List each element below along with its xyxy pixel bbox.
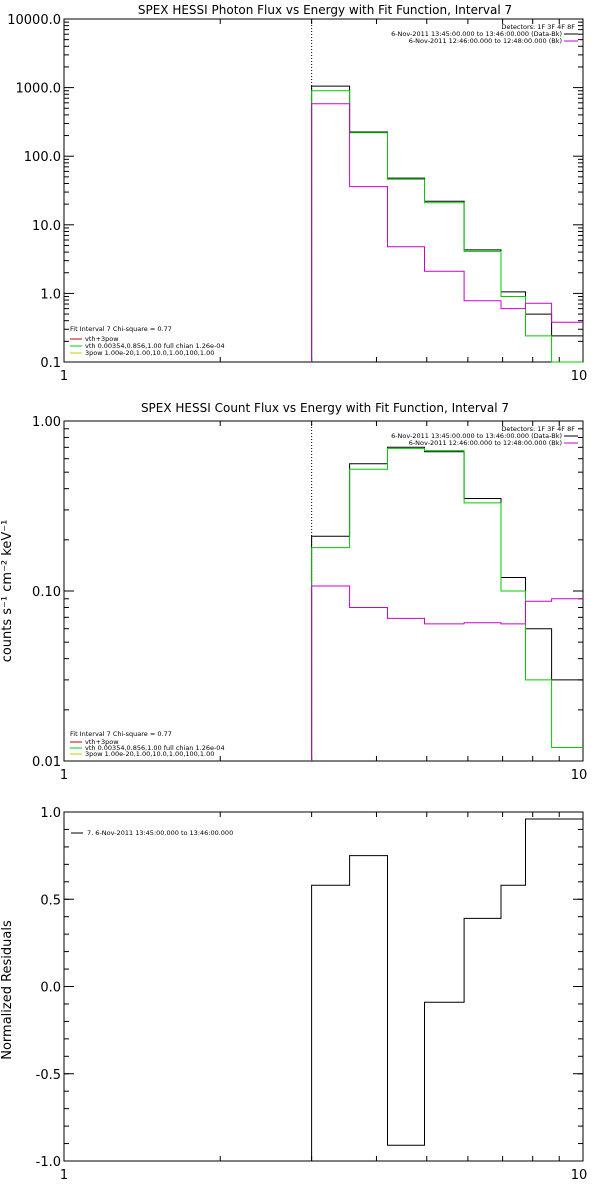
legend-entry: vth 0.00354,0.856,1.00 full chian 1.26e-…: [85, 342, 225, 350]
plot-frame: [63, 18, 584, 363]
chart-title: SPEX HESSI Photon Flux vs Energy with Fi…: [138, 3, 512, 17]
plot-frame: [63, 811, 584, 1162]
y-axis-label: counts s⁻¹ cm⁻² keV⁻¹: [0, 520, 15, 663]
legend-bottom-left: Fit Interval 7 Chi-square = 0.77 vth+3po…: [70, 325, 225, 357]
legend-entry: 7. 6-Nov-2011 13:45:00.000 to 13:46:00.0…: [87, 829, 233, 837]
photon-flux-chart: SPEX HESSI Photon Flux vs Energy with Fi…: [7, 3, 587, 384]
series-line: [311, 818, 583, 1161]
x-tick-label: 1: [60, 369, 68, 384]
series-line: [311, 585, 583, 761]
legend-entry: 6-Nov-2011 12:46:00.000 to 12:48:00.000 …: [409, 439, 562, 447]
chart-title: SPEX HESSI Count Flux vs Energy with Fit…: [141, 401, 509, 415]
legend-bottom-left: Fit Interval 7 Chi-square = 0.77 vth+3po…: [70, 730, 225, 758]
legend-header: Detectors: 1F 3F 4F 8F: [501, 425, 575, 433]
legend-entry: 3pow 1.00e-20,1.00,10.0,1.00,100,1.00: [85, 750, 214, 758]
legend-top-right: Detectors: 1F 3F 4F 8F 6-Nov-2011 13:45:…: [391, 23, 578, 45]
legend-header: Fit Interval 7 Chi-square = 0.77: [70, 730, 172, 738]
y-tick-label: 0.0: [40, 981, 61, 996]
series-line: [311, 103, 583, 362]
legend-entry: 6-Nov-2011 13:45:00.000 to 13:46:00.000 …: [391, 30, 562, 38]
y-tick-label: 1.0: [40, 287, 61, 302]
legend-entry: 3pow 1.00e-20,1.00,10.0,1.00,100,1.00: [85, 349, 214, 357]
y-tick-label: 1000.0: [16, 82, 62, 97]
count-flux-chart: SPEX HESSI Count Flux vs Energy with Fit…: [0, 401, 587, 783]
x-tick-label: 1: [60, 768, 68, 783]
y-tick-label: -1.0: [36, 1155, 61, 1170]
legend-entry: 6-Nov-2011 12:46:00.000 to 12:48:00.000 …: [409, 37, 562, 45]
legend-top-right: Detectors: 1F 3F 4F 8F 6-Nov-2011 13:45:…: [391, 425, 578, 447]
y-tick-label: -0.5: [36, 1068, 61, 1083]
y-tick-label: 1.00: [32, 415, 61, 430]
y-tick-label: 0.1: [40, 356, 61, 371]
legend-header: Detectors: 1F 3F 4F 8F: [501, 23, 575, 31]
x-tick-label: 10: [571, 369, 588, 384]
y-tick-label: 0.01: [32, 755, 61, 770]
x-tick-label: 10: [571, 768, 588, 783]
series-line: [311, 446, 583, 761]
legend-entry: vth 0.00354,0.856,1.00 full chian 1.26e-…: [85, 744, 225, 752]
y-tick-label: 10000.0: [7, 13, 61, 28]
legend-entry: vth+3pow: [85, 335, 119, 343]
x-tick-label: 10: [571, 1168, 588, 1183]
y-tick-label: 0.5: [40, 893, 61, 908]
y-tick-label: 10.0: [32, 219, 61, 234]
y-axis-label: Normalized Residuals: [0, 920, 15, 1060]
series-line: [311, 447, 583, 761]
legend-entry: 6-Nov-2011 13:45:00.000 to 13:46:00.000 …: [391, 432, 562, 440]
series-line: [311, 90, 583, 363]
legend-entry: vth+3pow: [85, 738, 119, 746]
residuals-chart: Normalized Residuals -1.0 -0.5 0.0 0.5 1.0 1…: [0, 806, 587, 1183]
y-tick-label: 0.10: [32, 585, 61, 600]
legend-header: Fit Interval 7 Chi-square = 0.77: [70, 325, 172, 333]
y-tick-label: 1.0: [40, 806, 61, 821]
legend: 7. 6-Nov-2011 13:45:00.000 to 13:46:00.0…: [71, 829, 233, 837]
x-tick-label: 1: [60, 1168, 68, 1183]
y-tick-label: 100.0: [24, 150, 61, 165]
series-line: [311, 85, 583, 362]
